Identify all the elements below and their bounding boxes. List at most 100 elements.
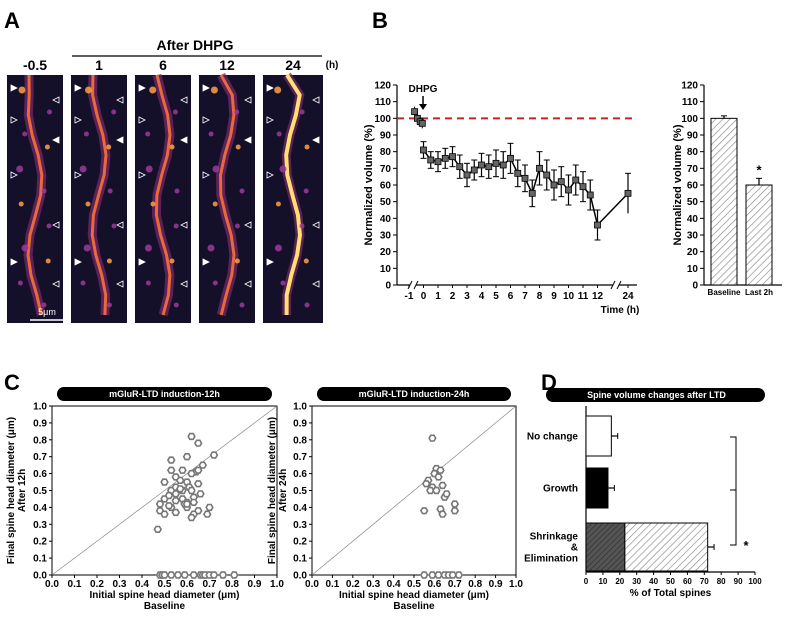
spine-blob bbox=[83, 244, 91, 252]
spine-blob bbox=[22, 131, 28, 137]
time-label: 12 bbox=[219, 57, 235, 73]
spine-blob bbox=[239, 188, 245, 194]
x-tick-label: 0.3 bbox=[366, 579, 380, 590]
y-axis-sublabel: After 24h bbox=[278, 469, 289, 512]
panel-label-c: C bbox=[4, 370, 20, 395]
panel-label-b: B bbox=[372, 8, 388, 33]
y-tick-label: 80 bbox=[687, 147, 699, 158]
spine-blob bbox=[106, 144, 112, 150]
scatter-point bbox=[178, 466, 187, 474]
title-pill bbox=[57, 387, 272, 401]
y-tick-label: 20 bbox=[380, 247, 392, 258]
spine-blob bbox=[208, 131, 214, 137]
x-tick-label: 0.6 bbox=[427, 579, 441, 590]
scale-bar-label: 5μm bbox=[38, 307, 56, 317]
scatter-24h: mGluR-LTD induction-24h 0.00.0 0.1 0.1 0.2 0.… bbox=[267, 387, 523, 612]
scatter-point bbox=[166, 466, 176, 474]
arrowhead-marker bbox=[52, 280, 60, 288]
scatter-point bbox=[434, 473, 443, 481]
data-point bbox=[543, 171, 551, 179]
y-tick-label: 70 bbox=[687, 164, 699, 175]
scatter-point bbox=[421, 480, 431, 488]
scatter-point bbox=[155, 500, 165, 508]
arrowhead-marker bbox=[74, 116, 82, 124]
time-unit-label: (h) bbox=[326, 60, 339, 71]
y-tick-label: 120 bbox=[374, 81, 391, 92]
spine-blob bbox=[169, 144, 175, 150]
y-tick-label: 1.0 bbox=[33, 402, 47, 413]
scatter-point bbox=[218, 571, 228, 579]
x-axis-label: % of Total spines bbox=[630, 588, 712, 599]
time-label: 6 bbox=[159, 57, 167, 73]
data-point bbox=[550, 181, 558, 189]
spine-blob bbox=[144, 244, 152, 252]
bar-shrinkage bbox=[585, 522, 626, 572]
arrowhead-marker bbox=[312, 221, 320, 229]
x-tick-label: 0.2 bbox=[346, 579, 360, 590]
y-tick-label: 50 bbox=[380, 197, 392, 208]
arrowhead-marker bbox=[52, 221, 60, 229]
data-point bbox=[499, 161, 507, 169]
data-point bbox=[624, 189, 632, 197]
bar-no-change bbox=[585, 415, 612, 457]
scatter-point bbox=[196, 490, 205, 498]
x-tick-label: 100 bbox=[748, 577, 762, 586]
x-axis-sublabel: Baseline bbox=[393, 601, 435, 612]
spine-blob bbox=[79, 165, 87, 173]
scatter-point bbox=[454, 571, 464, 579]
bar-last-2h bbox=[745, 184, 773, 286]
scatter-point bbox=[164, 502, 174, 510]
arrowhead-marker bbox=[312, 280, 320, 288]
x-tick-label: 1.0 bbox=[509, 579, 523, 590]
spine-blob bbox=[234, 109, 240, 115]
dendrite-shaft bbox=[218, 74, 236, 316]
spine-blob bbox=[212, 165, 220, 173]
arrowhead-marker bbox=[52, 136, 60, 144]
x-tick-label: -1 bbox=[405, 291, 414, 302]
x-tick-label: 6 bbox=[508, 291, 514, 302]
arrowhead-marker bbox=[138, 258, 146, 266]
scatter-point bbox=[198, 461, 208, 469]
arrowhead-marker bbox=[138, 171, 146, 179]
arrowhead-marker bbox=[202, 258, 210, 266]
arrowhead-marker bbox=[312, 136, 320, 144]
bar-baseline bbox=[710, 117, 738, 286]
arrowhead-marker bbox=[180, 280, 188, 288]
spine-blob bbox=[276, 131, 282, 137]
arrowhead-marker bbox=[74, 258, 82, 266]
data-point bbox=[579, 183, 587, 191]
arrowhead-marker bbox=[180, 221, 188, 229]
scatter-point bbox=[193, 480, 203, 488]
y-tick-label: 100 bbox=[681, 114, 698, 125]
title-pill bbox=[317, 387, 511, 401]
x-tick-label: 12 bbox=[592, 291, 604, 302]
category-label: & bbox=[571, 543, 578, 554]
spine-blob bbox=[85, 201, 91, 207]
bar-growth bbox=[585, 467, 609, 509]
y-tick-label: 0 bbox=[385, 281, 391, 292]
scatter-point bbox=[434, 571, 443, 579]
x-tick-label: 0.8 bbox=[468, 579, 482, 590]
y-tick-label: 0.3 bbox=[33, 520, 47, 531]
data-point bbox=[485, 163, 493, 171]
baseline-point bbox=[411, 108, 419, 116]
spine-blob bbox=[299, 109, 305, 115]
x-axis-label: Initial spine head diameter (μm) bbox=[339, 590, 489, 601]
dhpg-annotation: DHPG bbox=[409, 84, 438, 95]
spine-blob bbox=[303, 258, 309, 264]
y-tick-label: 60 bbox=[380, 181, 392, 192]
spine-blob bbox=[234, 223, 240, 229]
x-tick-label: 11 bbox=[578, 291, 589, 302]
scatter-point bbox=[187, 432, 196, 441]
chart-title: mGluR-LTD induction-12h bbox=[109, 389, 220, 399]
scatter-point bbox=[450, 500, 460, 508]
data-point bbox=[586, 191, 594, 199]
y-tick-label: 30 bbox=[380, 231, 392, 242]
data-point bbox=[463, 171, 471, 179]
x-tick-label: 2 bbox=[450, 291, 456, 302]
title-pill bbox=[546, 388, 765, 402]
spine-blob bbox=[239, 302, 245, 308]
x-tick-label: 90 bbox=[734, 577, 743, 586]
x-axis-label: Time (h) bbox=[601, 305, 640, 316]
scatter-point bbox=[171, 508, 181, 517]
